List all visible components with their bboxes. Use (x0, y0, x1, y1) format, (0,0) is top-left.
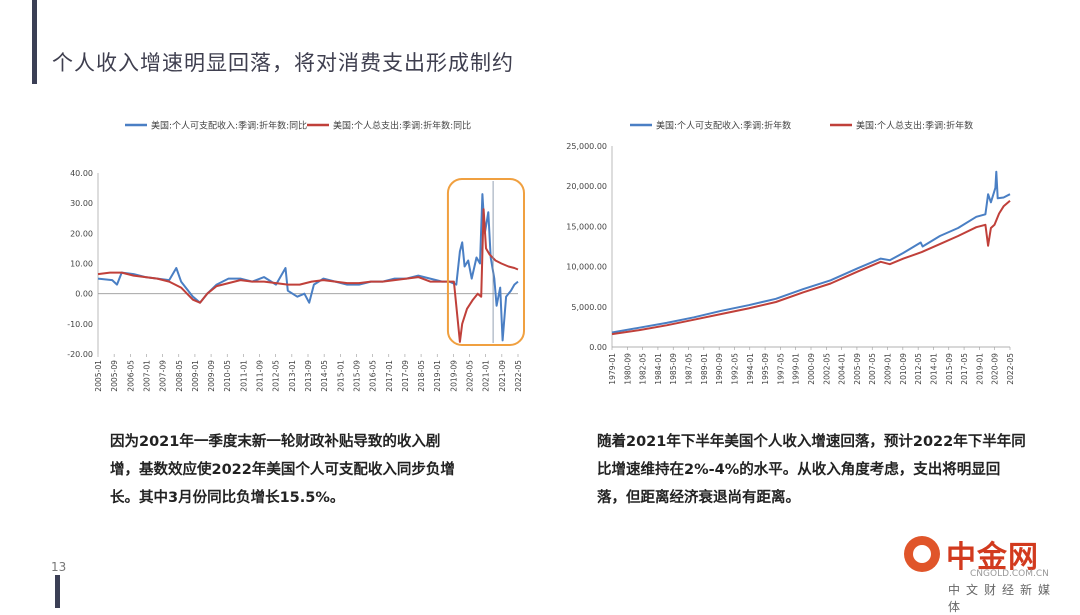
x-tick-label: 1989-01 (700, 353, 709, 385)
caption-left: 因为2021年一季度末新一轮财政补贴导致的收入剧增，基数效应使2022年美国个人… (110, 434, 455, 506)
x-tick-label: 2014-05 (320, 360, 329, 392)
y-tick-label: 20.00 (70, 229, 93, 238)
y-tick-label: 15,000.00 (566, 222, 607, 231)
x-tick-label: 1999-01 (792, 353, 801, 385)
x-tick-label: 2005-09 (110, 360, 119, 392)
x-tick-label: 2019-01 (975, 353, 984, 385)
y-tick-label: 10,000.00 (566, 263, 607, 272)
bottom-accent-bar (55, 575, 60, 608)
x-tick-label: 2004-01 (838, 353, 847, 385)
x-tick-label: 2019-09 (449, 360, 458, 392)
x-tick-label: 2000-09 (807, 353, 816, 385)
x-tick-label: 2010-09 (899, 353, 908, 385)
logo-mark-icon (904, 536, 940, 572)
x-tick-label: 2017-01 (385, 360, 394, 392)
series-line (611, 199, 1011, 336)
x-tick-label: 2009-01 (884, 353, 893, 385)
y-tick-label: 0.00 (589, 343, 607, 352)
logo-name: 中金网 (946, 540, 1039, 575)
x-tick-label: 2019-01 (433, 360, 442, 392)
highlight-box (446, 178, 525, 346)
x-tick-label: 2012-05 (914, 353, 923, 385)
legend-label: 美国:个人总支出:季调:折年数 (856, 120, 973, 132)
y-tick-label: 40.00 (70, 169, 93, 178)
x-tick-label: 2002-05 (822, 353, 831, 385)
x-tick-label: 1995-09 (761, 353, 770, 385)
chart-yoy-growth: 美国:个人可支配收入:季调:折年数:同比 美国:个人总支出:季调:折年数:同比 40… (67, 120, 525, 392)
x-tick-label: 1990-09 (715, 353, 724, 385)
chart-annualized-levels: 美国:个人可支配收入:季调:折年数 美国:个人总支出:季调:折年数 25,000.0… (566, 120, 1015, 385)
x-tick-label: 1985-09 (669, 353, 678, 385)
x-tick-label: 2012-05 (272, 360, 281, 392)
page-title: 个人收入增速明显回落，将对消费支出形成制约 (52, 51, 514, 75)
x-tick-label: 2015-09 (352, 360, 361, 392)
logo-subtitle: 中文财经新媒体 (948, 583, 1057, 614)
x-tick-label: 2010-05 (223, 360, 232, 392)
y-tick-label: -20.00 (67, 350, 93, 359)
x-tick-label: 1980-09 (623, 353, 632, 385)
y-tick-label: 30.00 (70, 199, 93, 208)
x-tick-label: 1982-05 (639, 353, 648, 385)
x-tick-label: 2017-09 (401, 360, 410, 392)
x-tick-label: 2009-09 (207, 360, 216, 392)
x-tick-label: 2020-05 (466, 360, 475, 392)
x-tick-label: 1997-05 (776, 353, 785, 385)
x-tick-label: 2011-01 (239, 360, 248, 392)
logo-url: CNGOLD.COM.CN (970, 569, 1049, 579)
y-tick-label: 25,000.00 (566, 142, 607, 151)
x-tick-label: 2018-05 (417, 360, 426, 392)
title-accent-bar (32, 0, 37, 84)
x-tick-label: 2017-05 (960, 353, 969, 385)
caption-right: 随着2021年下半年美国个人收入增速回落，预计2022年下半年同比增速维持在2%… (597, 434, 1026, 506)
series-line (97, 193, 519, 342)
y-tick-label: 5,000.00 (571, 303, 607, 312)
x-tick-label: 2015-09 (945, 353, 954, 385)
x-tick-label: 1994-01 (746, 353, 755, 385)
x-tick-label: 2014-01 (929, 353, 938, 385)
x-tick-label: 2013-09 (304, 360, 313, 392)
x-tick-label: 2016-05 (369, 360, 378, 392)
series-line (97, 208, 519, 343)
x-tick-label: 2011-09 (256, 360, 265, 392)
x-tick-label: 2015-01 (336, 360, 345, 392)
page-number: 13 (51, 560, 67, 574)
y-tick-label: -10.00 (67, 320, 93, 329)
x-tick-label: 2006-05 (126, 360, 135, 392)
x-tick-label: 2013-01 (288, 360, 297, 392)
x-tick-label: 2021-01 (482, 360, 491, 392)
x-tick-label: 2020-09 (991, 353, 1000, 385)
x-tick-label: 2009-01 (191, 360, 200, 392)
legend-label: 美国:个人总支出:季调:折年数:同比 (333, 120, 471, 132)
x-tick-label: 1987-05 (685, 353, 694, 385)
x-tick-label: 2005-09 (853, 353, 862, 385)
publisher-logo: 中金网 CNGOLD.COM.CN 中文财经新媒体 (898, 530, 1068, 614)
x-tick-label: 2007-09 (159, 360, 168, 392)
x-tick-label: 1979-01 (608, 353, 617, 385)
x-tick-label: 2007-01 (142, 360, 151, 392)
x-tick-label: 2022-05 (514, 360, 523, 392)
x-tick-label: 1984-01 (654, 353, 663, 385)
legend-label: 美国:个人可支配收入:季调:折年数:同比 (151, 120, 307, 132)
x-tick-label: 1992-05 (730, 353, 739, 385)
y-tick-label: 0.00 (75, 290, 93, 299)
x-tick-label: 2022-05 (1006, 353, 1015, 385)
y-tick-label: 20,000.00 (566, 182, 607, 191)
series-line (611, 170, 1011, 334)
x-tick-label: 2007-05 (868, 353, 877, 385)
legend-label: 美国:个人可支配收入:季调:折年数 (656, 120, 791, 132)
x-tick-label: 2008-05 (175, 360, 184, 392)
x-tick-label: 2021-09 (498, 360, 507, 392)
x-tick-label: 2005-01 (94, 360, 103, 392)
y-tick-label: 10.00 (70, 260, 93, 269)
